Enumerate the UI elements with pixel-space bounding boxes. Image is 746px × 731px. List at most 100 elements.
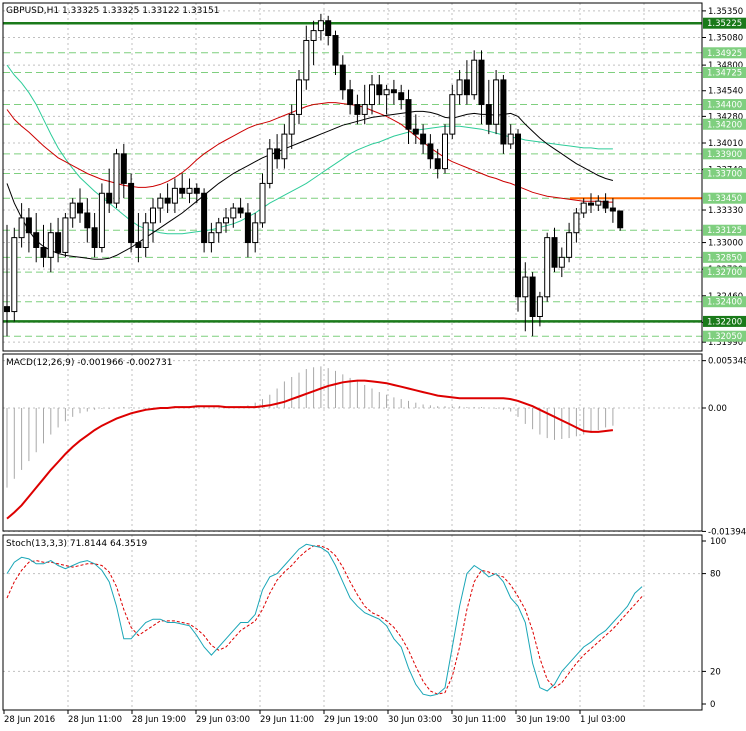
candle-body-59 xyxy=(434,158,441,170)
price-tick-label-3: 1.34540 xyxy=(708,87,743,97)
candle-body-81 xyxy=(595,200,602,206)
candle-body-16 xyxy=(120,153,127,184)
stoch-panel-frame xyxy=(2,534,703,711)
candle-body-15 xyxy=(113,153,120,204)
level-tag-label-11: 1.32400 xyxy=(707,298,742,308)
candle-body-84 xyxy=(617,210,624,229)
level-tag-label-0: 1.35225 xyxy=(707,19,742,29)
candle-body-11 xyxy=(84,212,91,229)
candle-body-78 xyxy=(573,212,580,234)
ma-slow-line xyxy=(6,102,613,203)
price-tick-label-8: 1.33000 xyxy=(708,239,743,249)
candle-body-30 xyxy=(223,217,229,224)
candle-body-62 xyxy=(456,79,463,96)
candle-body-67 xyxy=(493,79,500,125)
candle-body-27 xyxy=(201,192,208,244)
candle-body-50 xyxy=(369,84,375,106)
time-tick-label-8: 30 Jun 19:00 xyxy=(516,715,570,725)
candle-body-46 xyxy=(339,64,346,91)
candle-body-75 xyxy=(551,237,558,268)
candle-body-14 xyxy=(106,192,113,204)
level-tag-0 xyxy=(703,17,746,29)
level-tag-label-2: 1.34725 xyxy=(707,69,742,79)
stoch-signal-line xyxy=(6,545,643,695)
candle-body-20 xyxy=(150,207,156,224)
candle-body-3 xyxy=(25,217,32,234)
level-tag-label-4: 1.34200 xyxy=(707,120,742,130)
macd-panel-frame xyxy=(2,353,703,532)
candle-body-18 xyxy=(135,242,142,248)
macd-panel: 0.005348 0.00 -0.013947 xyxy=(2,353,746,537)
candle-body-76 xyxy=(558,256,565,268)
candle-body-17 xyxy=(128,182,135,244)
candle-body-9 xyxy=(69,202,76,219)
candle-body-2 xyxy=(18,217,25,239)
level-tag-10 xyxy=(703,266,746,278)
stoch-tick-label-3: 0 xyxy=(710,700,715,710)
candle-body-32 xyxy=(237,207,244,214)
candle-body-77 xyxy=(566,232,573,258)
candle-body-42 xyxy=(310,30,317,41)
candle-body-60 xyxy=(442,133,448,170)
candle-body-40 xyxy=(296,79,302,115)
time-tick-label-4: 29 Jun 11:00 xyxy=(260,715,314,725)
candle-body-10 xyxy=(77,202,83,214)
candle-body-43 xyxy=(317,20,324,32)
candle-body-44 xyxy=(325,20,332,37)
price-panel-frame xyxy=(2,2,703,352)
candle-body-5 xyxy=(40,246,47,258)
candle-body-21 xyxy=(157,197,164,209)
price-panel: 1.35350 1.35080 1.34800 1.34540 1.34280 1.340… xyxy=(2,2,746,352)
level-tag-label-13: 1.32050 xyxy=(707,332,742,342)
candle-body-38 xyxy=(281,133,288,160)
stoch-tick-label-0: 100 xyxy=(710,537,726,547)
price-tick-label-2: 1.34800 xyxy=(708,61,743,71)
candle-body-56 xyxy=(412,128,419,135)
candle-body-8 xyxy=(62,217,69,253)
stoch-main-line xyxy=(6,543,643,697)
candle-body-47 xyxy=(347,89,354,106)
level-tag-label-12: 1.32200 xyxy=(707,317,742,327)
price-header: GBPUSD,H1 1.33325 1.33325 1.33122 1.3315… xyxy=(6,6,220,16)
level-tag-label-3: 1.34400 xyxy=(707,101,742,111)
price-tick-label-7: 1.33330 xyxy=(708,206,743,216)
candle-body-45 xyxy=(332,35,339,66)
time-tick-label-7: 30 Jun 11:00 xyxy=(452,715,506,725)
candle-body-13 xyxy=(98,192,105,248)
candle-body-6 xyxy=(47,232,54,258)
level-tag-4 xyxy=(703,118,746,130)
level-tag-label-1: 1.34925 xyxy=(707,49,742,59)
candle-body-64 xyxy=(471,59,478,96)
candle-body-73 xyxy=(536,296,543,317)
candle-body-82 xyxy=(602,200,609,209)
level-tag-label-7: 1.33450 xyxy=(707,194,742,204)
level-tag-3 xyxy=(703,99,746,111)
candle-body-1 xyxy=(11,237,18,313)
candle-body-57 xyxy=(420,133,427,145)
candle-body-55 xyxy=(405,99,412,130)
level-tag-1 xyxy=(703,47,746,59)
level-tag-7 xyxy=(703,192,746,204)
candle-body-28 xyxy=(208,232,215,244)
level-tag-12 xyxy=(703,315,746,327)
level-tag-5 xyxy=(703,148,746,160)
candle-body-37 xyxy=(274,148,281,160)
price-tick-label-5: 1.34010 xyxy=(708,139,743,149)
macd-tick-label-2: -0.013947 xyxy=(708,527,746,537)
time-tick-label-0: 28 Jun 2016 xyxy=(4,715,55,725)
candle-body-33 xyxy=(244,212,251,244)
time-tick-label-2: 28 Jun 19:00 xyxy=(132,715,186,725)
time-tick-label-9: 1 Jul 03:00 xyxy=(580,715,626,725)
candle-body-34 xyxy=(252,222,259,244)
candle-body-35 xyxy=(259,182,266,224)
level-tag-label-8: 1.33125 xyxy=(707,226,742,236)
level-tag-6 xyxy=(703,168,746,180)
level-tag-label-6: 1.33700 xyxy=(707,170,742,180)
candle-body-29 xyxy=(215,222,222,234)
candle-body-26 xyxy=(193,187,200,194)
candle-body-39 xyxy=(288,113,295,135)
time-tick-label-5: 29 Jun 19:00 xyxy=(324,715,378,725)
candle-body-53 xyxy=(390,89,397,94)
price-tick-label-4: 1.34280 xyxy=(708,112,743,122)
